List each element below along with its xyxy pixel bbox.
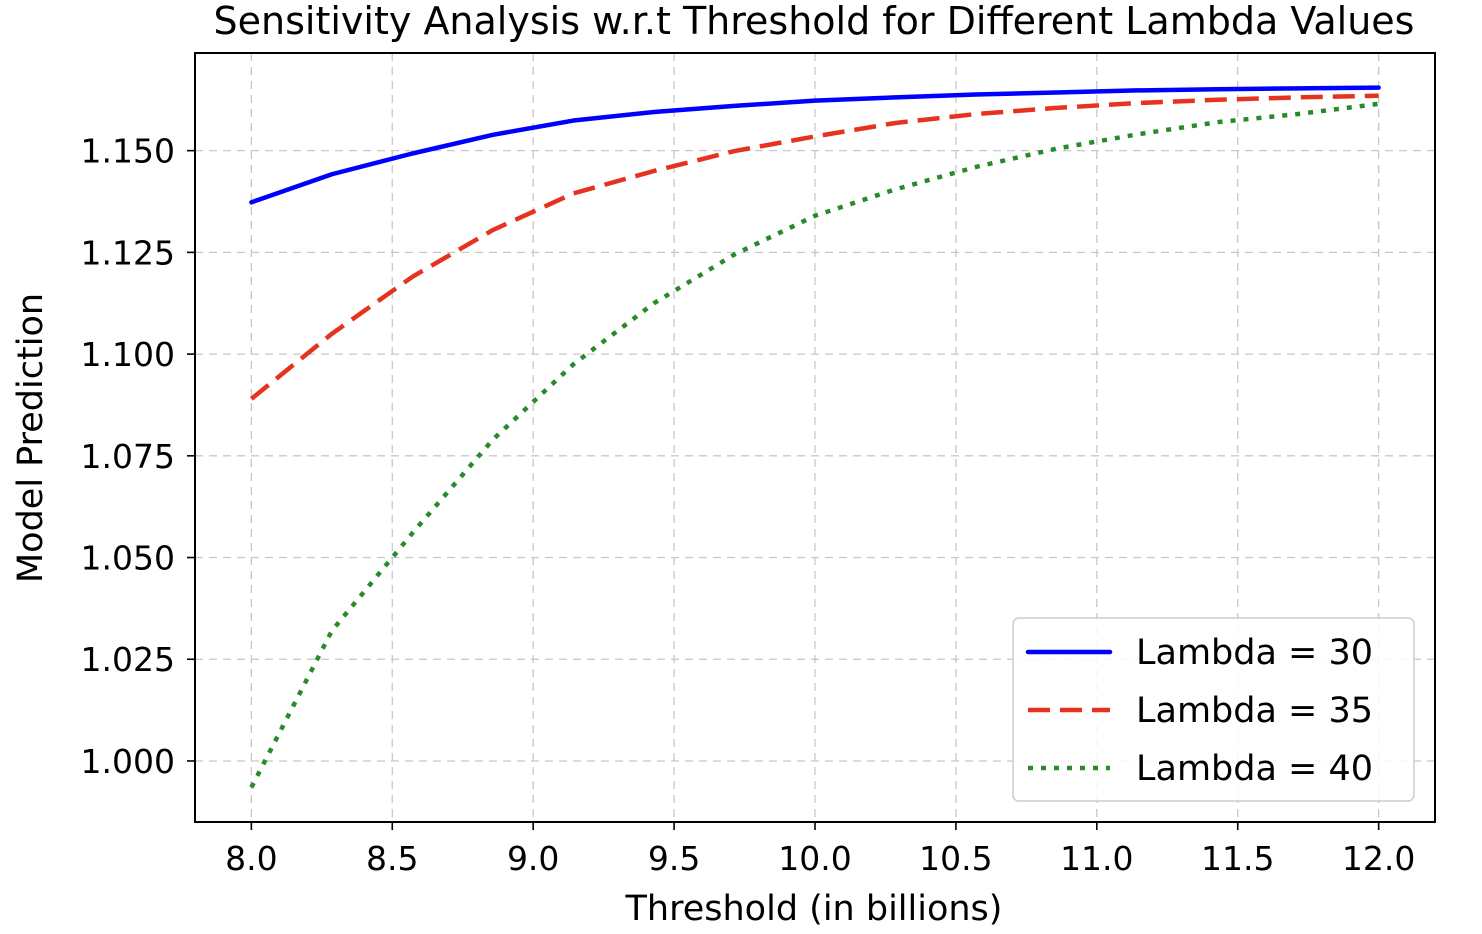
x-tick-label: 11.5 [1201,839,1274,878]
series-line-lambda-30 [249,85,1381,205]
x-tick-label: 9.5 [648,839,700,878]
legend-box [1012,617,1415,802]
legend-label: Lambda = 35 [1136,691,1373,731]
y-tick-label: 1.100 [81,335,175,374]
y-tick-label: 1.025 [81,640,175,679]
grid [195,53,1435,822]
y-tick-label: 1.050 [81,539,175,578]
x-tick-label: 12.0 [1342,839,1415,878]
x-axis: 8.0 8.5 9.0 9.5 10.0 10.5 11.0 11.5 12.0 [225,822,1415,878]
x-tick-label: 10.5 [919,839,992,878]
x-tick-label: 9.0 [507,839,559,878]
series-line-lambda-40 [249,101,1379,789]
x-tick-label: 8.5 [366,839,418,878]
y-tick-label: 1.150 [81,132,175,171]
legend-label: Lambda = 40 [1136,749,1373,789]
legend: Lambda = 30 Lambda = 35 Lambda = 40 [1012,617,1415,802]
chart-title: Sensitivity Analysis w.r.t Threshold for… [214,0,1415,43]
y-tick-label: 1.125 [81,233,175,272]
y-tick-label: 1.000 [81,742,175,781]
x-axis-label: Threshold (in billions) [625,889,1003,929]
x-tick-label: 11.0 [1060,839,1133,878]
series-line-lambda-35 [249,93,1379,401]
x-tick-label: 8.0 [225,839,277,878]
y-axis: 1.000 1.025 1.050 1.075 1.100 1.125 1.150 [81,132,195,781]
y-axis-label: Model Prediction [11,293,51,583]
y-tick-label: 1.075 [81,437,175,476]
legend-label: Lambda = 30 [1136,633,1373,673]
series-layer [249,85,1381,789]
x-tick-label: 10.0 [778,839,851,878]
